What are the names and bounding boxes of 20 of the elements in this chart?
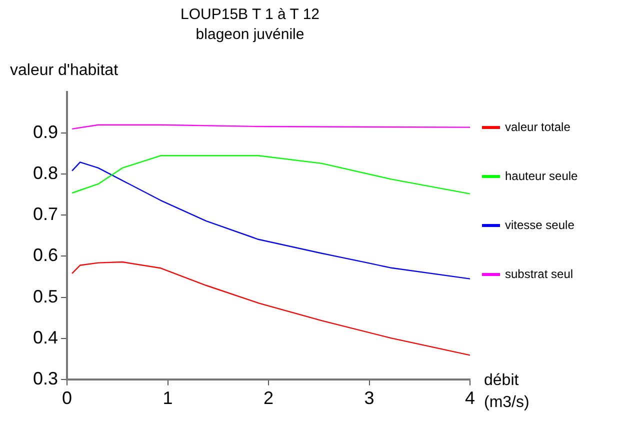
legend-label: vitesse seule [505, 218, 574, 232]
y-tick-label: 0.6 [32, 245, 58, 266]
legend-label: hauteur seule [505, 169, 578, 183]
x-axis-title: débit (m3/s) [484, 371, 530, 413]
y-tick-label: 0.7 [32, 204, 58, 224]
y-tick-label: 0.4 [32, 327, 58, 348]
x-tick-label: 1 [162, 388, 173, 408]
x-tick-label: 3 [364, 388, 374, 408]
x-tick-label: 0 [62, 388, 72, 408]
y-tick-label: 0.8 [32, 163, 58, 184]
x-tick-label: 4 [464, 388, 476, 408]
y-tick-label: 0.3 [32, 368, 58, 388]
y-axis-title: valeur d'habitat [10, 62, 118, 80]
legend-label: substrat seul [505, 267, 574, 281]
y-tick-label: 0.9 [32, 122, 58, 142]
x-tick-label: 2 [264, 388, 274, 408]
y-tick-label: 0.5 [32, 286, 58, 306]
chart-title: LOUP15B T 1 à T 12 [180, 6, 320, 24]
chart-subtitle: blageon juvénile [196, 26, 304, 44]
legend-label: valeur totale [505, 120, 570, 134]
